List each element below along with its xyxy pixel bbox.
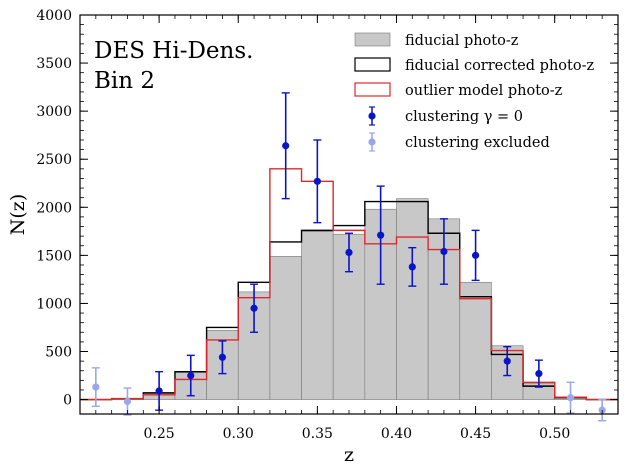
data-point	[345, 232, 353, 273]
x-tick-label: 0.45	[460, 426, 491, 442]
point-marker	[566, 394, 575, 402]
data-point	[503, 345, 512, 377]
panel-label-line-2: Bin 2	[94, 68, 155, 94]
y-tick-label: 4000	[36, 8, 72, 24]
y-tick-label: 2500	[36, 152, 72, 168]
legend-swatch	[368, 112, 376, 120]
legend-label: clustering γ = 0	[405, 109, 523, 125]
legend-item: fiducial photo-z	[354, 32, 519, 49]
legend-label: clustering excluded	[405, 135, 550, 151]
data-point	[218, 340, 227, 375]
x-tick-label: 0.25	[144, 426, 175, 442]
point-marker	[440, 247, 448, 256]
y-tick-label: 1000	[36, 296, 72, 312]
data-point	[186, 354, 195, 397]
data-point	[91, 367, 100, 408]
data-point	[155, 370, 164, 411]
data-point	[566, 381, 575, 414]
plot-area	[80, 92, 618, 422]
data-point	[250, 283, 259, 333]
x-tick-label: 0.50	[539, 426, 570, 442]
data-point	[439, 218, 448, 285]
point-marker	[535, 370, 543, 378]
legend-label: fiducial corrected photo-z	[405, 58, 594, 74]
legend: fiducial photo-z fiducial corrected photo…	[354, 32, 594, 152]
histogram-bar	[269, 256, 302, 400]
legend-swatch	[368, 138, 376, 146]
data-point	[313, 139, 322, 224]
point-marker	[187, 371, 195, 380]
point-marker	[282, 142, 290, 150]
data-point	[534, 359, 543, 388]
y-tick-label: 1500	[36, 248, 72, 264]
histogram-bar	[301, 231, 334, 400]
point-marker	[471, 251, 480, 259]
point-marker	[218, 353, 227, 361]
y-tick-label: 3000	[36, 104, 72, 120]
step-line	[80, 168, 618, 401]
y-tick-label: 500	[45, 345, 72, 361]
point-marker	[503, 357, 511, 365]
axes: 0 500 1000 1500 2000 2500 3000 3500 4000 0.25 0.30…	[36, 8, 619, 442]
data-point	[408, 246, 417, 287]
x-tick-label: 0.35	[302, 426, 333, 442]
legend-item: clustering γ = 0	[368, 106, 523, 126]
point-marker	[313, 177, 321, 185]
legend-swatch	[354, 82, 391, 97]
legend-item: clustering excluded	[368, 132, 550, 152]
point-marker	[345, 248, 353, 257]
x-tick-label: 0.30	[223, 426, 254, 442]
x-axis-label: z	[344, 444, 354, 466]
data-point	[471, 229, 480, 282]
histogram-bar	[396, 198, 429, 400]
point-marker	[408, 263, 416, 271]
legend-swatch	[354, 57, 391, 72]
data-point	[281, 92, 290, 200]
legend-label: outlier model photo-z	[405, 83, 563, 99]
legend-swatch	[354, 32, 391, 47]
legend-item: fiducial corrected photo-z	[354, 57, 594, 74]
legend-item: outlier model photo-z	[354, 82, 563, 99]
point-marker	[250, 304, 258, 312]
data-point	[376, 185, 385, 285]
x-tick-label: 0.40	[381, 426, 412, 442]
legend-label: fiducial photo-z	[405, 33, 519, 49]
point-marker	[155, 387, 163, 395]
y-tick-label: 2000	[36, 200, 72, 216]
point-marker	[92, 383, 100, 391]
point-marker	[377, 231, 385, 239]
y-tick-label: 0	[63, 393, 72, 409]
histogram-bar	[459, 281, 492, 400]
point-marker	[123, 397, 132, 406]
y-tick-label: 3500	[36, 56, 72, 72]
panel-label-line-1: DES Hi-Dens.	[94, 38, 253, 64]
y-axis-label: N(z)	[7, 194, 29, 235]
